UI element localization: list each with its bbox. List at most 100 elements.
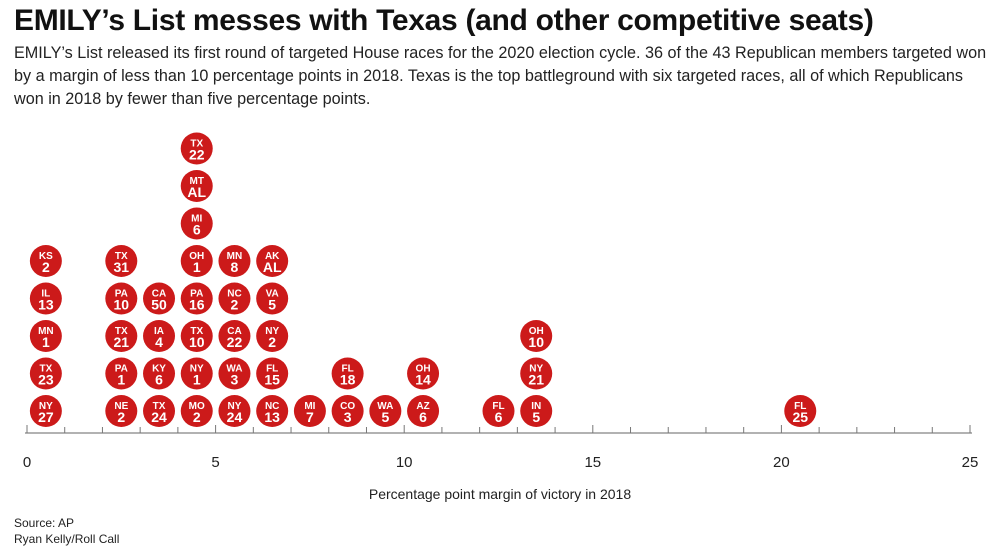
district-dot	[482, 395, 515, 427]
district-dot	[407, 395, 440, 427]
district-number-label: 23	[38, 372, 54, 388]
district-dot	[29, 320, 62, 352]
chart-title: EMILY’s List messes with Texas (and othe…	[14, 4, 874, 37]
district-dot	[218, 245, 251, 277]
district-number-label: 6	[193, 222, 201, 238]
district-dot	[143, 282, 176, 315]
district-dot	[180, 207, 213, 240]
x-tick-label: 5	[211, 454, 219, 471]
district-number-label: 6	[155, 372, 163, 388]
district-number-label: 2	[117, 409, 125, 425]
district-number-label: 16	[189, 297, 205, 313]
district-number-label: 22	[227, 334, 243, 350]
district-state-label: KS	[39, 251, 53, 262]
source-block: Source: AP Ryan Kelly/Roll Call	[14, 515, 119, 547]
district-state-label: TX	[115, 326, 128, 337]
x-tick-label: 20	[773, 454, 790, 471]
district-state-label: NY	[529, 364, 543, 375]
district-state-label: WA	[377, 401, 393, 412]
district-state-label: TX	[153, 401, 166, 412]
district-dot	[293, 395, 326, 427]
district-state-label: MN	[227, 251, 243, 262]
district-state-label: MI	[304, 401, 315, 412]
source-note: Source: AP	[14, 516, 75, 530]
district-state-label: TX	[39, 364, 52, 375]
district-number-label: 6	[495, 409, 503, 425]
district-number-label: 14	[415, 372, 431, 388]
district-number-label: 25	[792, 409, 808, 425]
district-number-label: 13	[264, 409, 280, 425]
chart-subtitle: EMILY’s List released its first round of…	[14, 44, 987, 108]
district-state-label: VA	[266, 289, 279, 300]
district-number-label: 50	[151, 297, 167, 313]
district-dot	[105, 357, 138, 390]
district-number-label: 24	[227, 409, 243, 425]
district-state-label: FL	[492, 401, 504, 412]
district-number-label: 5	[381, 409, 389, 425]
district-number-label: 22	[189, 147, 205, 163]
x-tick-label: 10	[396, 454, 413, 471]
district-dot	[218, 395, 251, 427]
district-dot	[180, 245, 213, 277]
district-number-label: 8	[231, 259, 239, 275]
district-state-label: CA	[227, 326, 241, 337]
district-dot	[256, 320, 289, 352]
district-dot	[105, 282, 138, 315]
district-state-label: NY	[228, 401, 242, 412]
district-number-label: 5	[268, 297, 276, 313]
district-dot	[784, 395, 817, 427]
district-number-label: 1	[193, 372, 201, 388]
district-number-label: 15	[264, 372, 280, 388]
district-number-label: 10	[528, 334, 544, 350]
district-state-label: MN	[38, 326, 54, 337]
district-number-label: 2	[268, 334, 276, 350]
district-number-label: AL	[187, 184, 206, 200]
x-tick-label: 25	[962, 454, 979, 471]
district-number-label: 21	[114, 334, 130, 350]
district-state-label: AK	[265, 251, 280, 262]
district-dot	[369, 395, 402, 427]
district-dot	[180, 132, 213, 165]
district-dot	[331, 357, 364, 390]
district-dot	[218, 320, 251, 352]
district-state-label: FL	[342, 364, 354, 375]
district-dot	[331, 395, 364, 427]
district-state-label: IA	[154, 326, 164, 337]
district-state-label: OH	[416, 364, 431, 375]
district-state-label: FL	[794, 401, 806, 412]
district-number-label: 3	[231, 372, 239, 388]
district-state-label: WA	[226, 364, 242, 375]
district-number-label: 21	[528, 372, 544, 388]
district-number-label: 24	[151, 409, 167, 425]
district-dot	[180, 357, 213, 390]
district-dot	[105, 320, 138, 352]
district-number-label: 13	[38, 297, 54, 313]
district-state-label: NY	[190, 364, 204, 375]
district-number-label: 10	[189, 334, 205, 350]
district-state-label: NY	[265, 326, 279, 337]
district-state-label: CO	[340, 401, 355, 412]
district-dot	[29, 395, 62, 427]
district-state-label: IL	[41, 289, 50, 300]
district-dot	[520, 357, 553, 390]
x-axis-label: Percentage point margin of victory in 20…	[369, 486, 631, 502]
district-number-label: 18	[340, 372, 356, 388]
district-state-label: TX	[190, 326, 203, 337]
district-dot	[143, 320, 176, 352]
district-number-label: 10	[114, 297, 130, 313]
district-state-label: NC	[227, 289, 241, 300]
district-dot	[29, 357, 62, 390]
district-number-label: 6	[419, 409, 427, 425]
district-number-label: 1	[42, 334, 50, 350]
district-dot	[180, 395, 213, 427]
district-state-label: CA	[152, 289, 166, 300]
district-dot	[29, 282, 62, 315]
district-dot	[105, 245, 138, 277]
district-dot	[180, 282, 213, 315]
district-dot	[105, 395, 138, 427]
district-dot	[218, 282, 251, 315]
district-number-label: 1	[117, 372, 125, 388]
district-number-label: AL	[263, 259, 282, 275]
district-dot	[180, 320, 213, 352]
district-state-label: AZ	[416, 401, 429, 412]
